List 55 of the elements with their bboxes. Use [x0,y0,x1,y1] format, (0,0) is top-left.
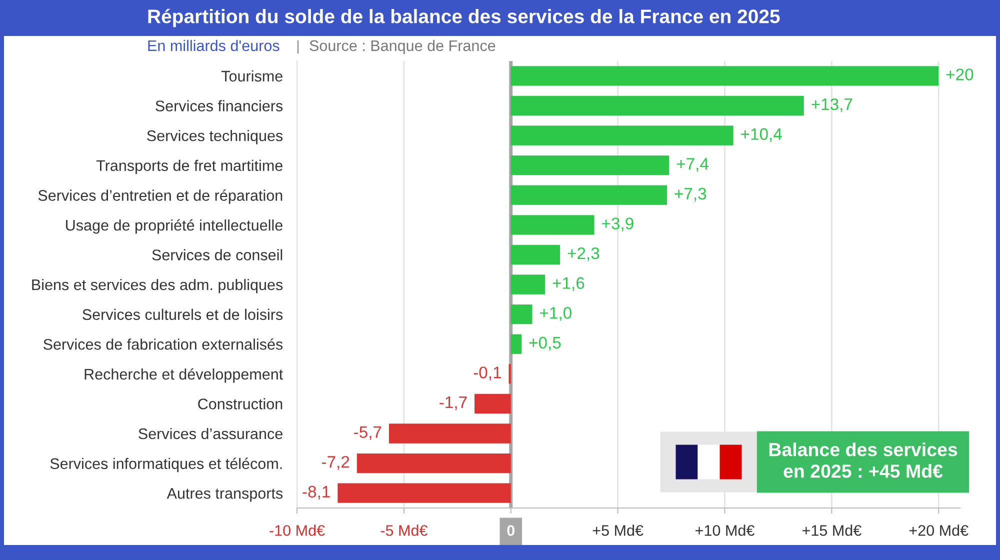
y-tick-label: Services culturels et de loisirs [82,308,283,320]
x-tick-label: +10 Md€ [696,524,754,536]
source-note: Source : Banque de France [310,40,496,54]
y-tick-label: Usage de propriété intellectuelle [66,219,282,234]
annotation: Balance des services en 2025 : +45 Md€ [769,442,958,478]
bar [388,424,511,444]
y-tick-label: Biens et services des adm. publiques [32,278,283,294]
data-label: +10,4 [741,128,782,142]
chart-subtitle: En milliards d'euros [148,40,280,52]
data-label: +20 [946,68,974,80]
x-tick-label: +20 Md€ [909,524,968,536]
data-label: +1,0 [540,306,572,321]
bar [510,155,670,176]
y-tick-label: Transports de fret martitime [96,160,282,174]
bar [510,334,522,354]
bar [510,304,532,324]
bar [510,215,594,235]
bar [510,66,939,86]
bar [510,244,560,265]
bar [510,274,546,294]
y-tick-label: Recherche et développement [84,368,284,383]
y-tick-label: Tourisme [221,70,282,82]
bar [510,96,804,116]
y-tick-label: Services financiers [156,100,283,112]
y-tick-label: Services d’assurance [138,428,282,440]
data-label: -8,1 [302,486,330,500]
data-label: -0,1 [474,366,501,380]
data-label: +13,7 [812,98,852,112]
x-tick-label: -5 Md€ [380,524,428,536]
x-tick-label: +15 Md€ [802,524,862,536]
y-tick-label: Services de fabrication externalisés [44,338,283,350]
x-tick-label: -10 Md€ [270,524,325,536]
bar [510,185,667,205]
data-label: +7,4 [676,158,708,172]
y-tick-label: Services informatiques et télécom. [50,458,282,472]
chart-title: Répartition du solde de la balance des services de la France en 2025 [148,8,780,28]
data-label: +2,3 [568,247,600,262]
data-label: -1,7 [440,396,467,410]
data-label: +7,3 [674,188,706,202]
data-label: -7,2 [322,456,350,470]
bar [510,126,734,146]
y-tick-label: Services d’entretien et de réparation [38,189,282,204]
x-tick-label: 0 [507,525,514,536]
bar [474,394,511,414]
data-label: -5,7 [354,426,382,440]
data-label: +1,6 [552,277,584,291]
y-tick-label: Autres transports [166,488,283,502]
data-label: +0,5 [529,336,561,351]
y-tick-label: Construction [198,398,282,410]
data-label: +3,9 [602,218,634,232]
bar [356,453,511,474]
x-tick-label: +5 Md€ [592,524,644,536]
y-tick-label: Services de conseil [152,249,282,260]
bar [338,483,511,503]
y-tick-label: Services techniques [147,130,283,144]
